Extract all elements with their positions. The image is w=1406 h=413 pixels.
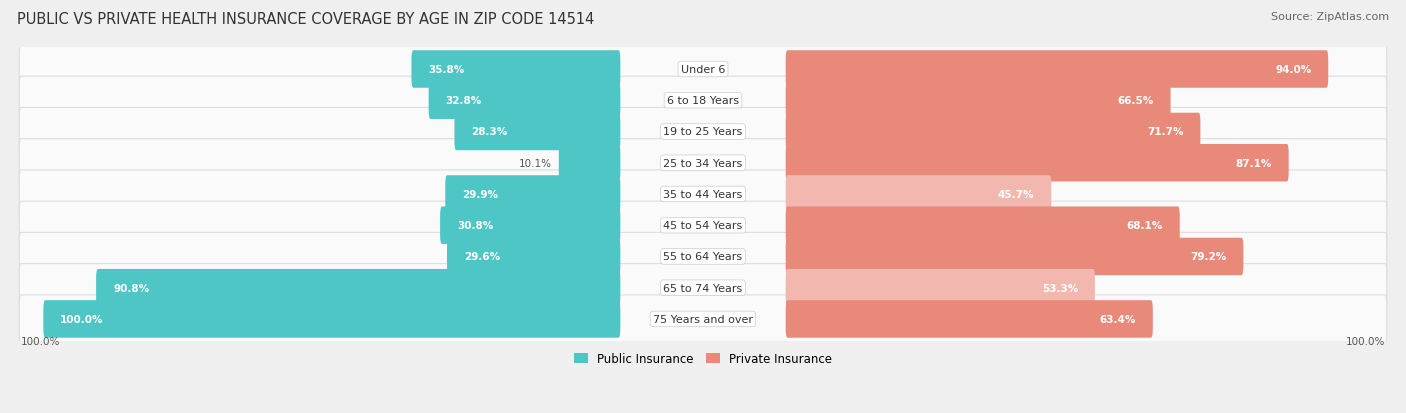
FancyBboxPatch shape	[786, 176, 1052, 213]
Text: 100.0%: 100.0%	[1346, 337, 1385, 347]
FancyBboxPatch shape	[20, 264, 1386, 312]
Text: 66.5%: 66.5%	[1118, 96, 1154, 106]
Text: 100.0%: 100.0%	[60, 314, 104, 324]
Text: 55 to 64 Years: 55 to 64 Years	[664, 252, 742, 262]
Text: 94.0%: 94.0%	[1275, 65, 1312, 75]
Text: 29.6%: 29.6%	[464, 252, 501, 262]
Text: 90.8%: 90.8%	[112, 283, 149, 293]
FancyBboxPatch shape	[447, 238, 620, 275]
Text: 71.7%: 71.7%	[1147, 127, 1184, 137]
Text: 65 to 74 Years: 65 to 74 Years	[664, 283, 742, 293]
FancyBboxPatch shape	[786, 145, 1289, 182]
FancyBboxPatch shape	[20, 46, 1386, 94]
FancyBboxPatch shape	[786, 207, 1180, 244]
FancyBboxPatch shape	[786, 238, 1243, 275]
FancyBboxPatch shape	[786, 51, 1329, 88]
FancyBboxPatch shape	[44, 301, 620, 338]
Text: 45.7%: 45.7%	[998, 190, 1035, 199]
Text: Source: ZipAtlas.com: Source: ZipAtlas.com	[1271, 12, 1389, 22]
Text: 87.1%: 87.1%	[1236, 158, 1272, 169]
FancyBboxPatch shape	[412, 51, 620, 88]
Text: 30.8%: 30.8%	[457, 221, 494, 230]
FancyBboxPatch shape	[786, 82, 1171, 120]
Text: 35.8%: 35.8%	[429, 65, 464, 75]
Text: 10.1%: 10.1%	[519, 158, 551, 169]
FancyBboxPatch shape	[454, 114, 620, 151]
FancyBboxPatch shape	[440, 207, 620, 244]
FancyBboxPatch shape	[429, 82, 620, 120]
Text: 68.1%: 68.1%	[1126, 221, 1163, 230]
Text: 75 Years and over: 75 Years and over	[652, 314, 754, 324]
Text: 29.9%: 29.9%	[463, 190, 498, 199]
Text: 53.3%: 53.3%	[1042, 283, 1078, 293]
Text: 79.2%: 79.2%	[1191, 252, 1226, 262]
Text: 6 to 18 Years: 6 to 18 Years	[666, 96, 740, 106]
FancyBboxPatch shape	[20, 108, 1386, 156]
Text: PUBLIC VS PRIVATE HEALTH INSURANCE COVERAGE BY AGE IN ZIP CODE 14514: PUBLIC VS PRIVATE HEALTH INSURANCE COVER…	[17, 12, 595, 27]
FancyBboxPatch shape	[446, 176, 620, 213]
Text: 25 to 34 Years: 25 to 34 Years	[664, 158, 742, 169]
FancyBboxPatch shape	[20, 139, 1386, 188]
FancyBboxPatch shape	[20, 233, 1386, 281]
FancyBboxPatch shape	[20, 77, 1386, 125]
Text: 28.3%: 28.3%	[471, 127, 508, 137]
FancyBboxPatch shape	[786, 114, 1201, 151]
Text: 63.4%: 63.4%	[1099, 314, 1136, 324]
FancyBboxPatch shape	[786, 269, 1095, 307]
Text: Under 6: Under 6	[681, 65, 725, 75]
Text: 19 to 25 Years: 19 to 25 Years	[664, 127, 742, 137]
FancyBboxPatch shape	[20, 295, 1386, 343]
FancyBboxPatch shape	[786, 301, 1153, 338]
Text: 45 to 54 Years: 45 to 54 Years	[664, 221, 742, 230]
FancyBboxPatch shape	[558, 145, 620, 182]
Text: 32.8%: 32.8%	[446, 96, 482, 106]
FancyBboxPatch shape	[20, 171, 1386, 218]
Text: 35 to 44 Years: 35 to 44 Years	[664, 190, 742, 199]
Text: 100.0%: 100.0%	[21, 337, 60, 347]
Legend: Public Insurance, Private Insurance: Public Insurance, Private Insurance	[569, 348, 837, 370]
FancyBboxPatch shape	[96, 269, 620, 307]
FancyBboxPatch shape	[20, 202, 1386, 250]
